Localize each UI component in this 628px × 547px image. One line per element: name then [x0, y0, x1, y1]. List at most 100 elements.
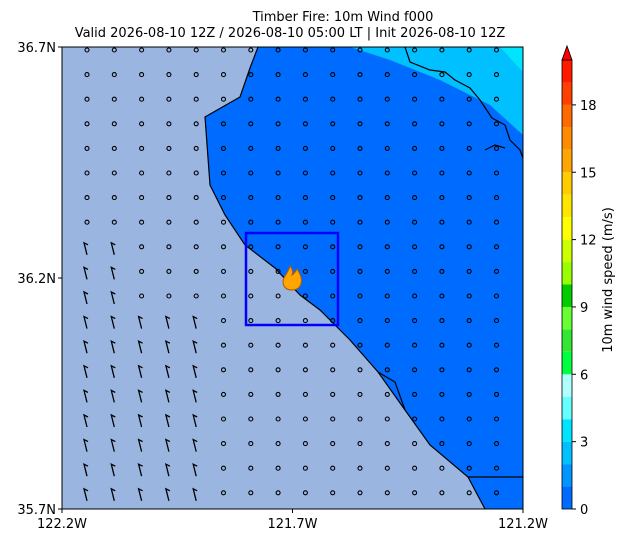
calm-marker: [275, 72, 281, 78]
calm-marker: [384, 195, 390, 201]
calm-marker: [84, 195, 90, 201]
chart-subtitle: Valid 2026-08-10 12Z / 2026-08-10 05:00 …: [75, 26, 506, 41]
calm-marker: [248, 96, 254, 102]
calm-marker: [493, 490, 500, 496]
calm-marker: [139, 219, 145, 225]
calm-marker: [357, 416, 363, 422]
calm-marker: [493, 145, 500, 151]
calm-marker: [412, 72, 418, 78]
calm-marker: [412, 490, 418, 496]
calm-marker: [493, 96, 500, 102]
calm-marker: [412, 318, 418, 324]
colorbar-band: [562, 464, 572, 487]
calm-marker: [357, 96, 363, 102]
calm-marker: [439, 318, 445, 324]
colorbar-tick-label: 15: [580, 166, 597, 181]
calm-marker: [302, 244, 308, 250]
calm-marker: [139, 72, 145, 78]
calm-marker: [248, 121, 254, 127]
calm-marker: [493, 219, 500, 225]
colorbar-frame: [561, 59, 573, 510]
calm-marker: [466, 293, 472, 299]
calm-marker: [193, 195, 199, 201]
calm-marker: [193, 72, 199, 78]
wind-barb: [83, 241, 89, 255]
calm-marker: [439, 47, 445, 53]
calm-marker: [302, 170, 308, 176]
colorbar-tick-label: 9: [580, 301, 588, 316]
calm-marker: [166, 72, 172, 78]
calm-marker: [466, 268, 472, 274]
calm-marker: [439, 219, 445, 225]
wind-barb: [137, 364, 143, 378]
fire-area: [244, 231, 340, 327]
calm-marker: [111, 195, 117, 201]
calm-marker: [302, 391, 308, 397]
calm-marker: [384, 293, 390, 299]
calm-marker: [275, 244, 281, 250]
wind-barb: [192, 438, 198, 452]
calm-marker: [384, 145, 390, 151]
wind-barb: [137, 315, 143, 329]
calm-marker: [439, 145, 445, 151]
wind-barb: [110, 339, 116, 354]
calm-marker: [330, 490, 336, 496]
calm-marker: [357, 195, 363, 201]
calm-marker: [330, 391, 336, 397]
x-tick-label: 121.7W: [267, 517, 317, 532]
calm-marker: [248, 367, 254, 373]
calm-marker: [357, 293, 363, 299]
calm-marker: [302, 145, 308, 151]
calm-marker: [412, 47, 418, 53]
calm-marker: [193, 170, 199, 176]
colorbar-band: [562, 194, 572, 218]
calm-marker: [330, 268, 336, 274]
calm-marker: [384, 391, 390, 397]
calm-marker: [220, 342, 227, 348]
calm-marker: [439, 342, 445, 348]
colorbar-band: [562, 351, 572, 375]
colorbar-band: [562, 374, 572, 397]
calm-marker: [220, 318, 227, 324]
calm-marker: [111, 219, 117, 225]
x-tick-label: 121.2W: [498, 517, 548, 532]
calm-marker: [220, 170, 227, 176]
calm-marker: [466, 490, 472, 496]
calm-marker: [193, 219, 199, 225]
calm-marker: [412, 441, 418, 447]
calm-marker: [493, 121, 500, 127]
wind-barb: [192, 462, 198, 477]
calm-marker: [466, 244, 472, 250]
calm-marker: [302, 490, 308, 496]
calm-marker: [330, 416, 336, 422]
wind-barb: [164, 315, 171, 329]
calm-marker: [248, 268, 254, 274]
calm-marker: [139, 244, 145, 250]
wind-barb: [164, 389, 171, 403]
calm-marker: [248, 318, 254, 324]
calm-marker: [357, 268, 363, 274]
calm-marker: [302, 416, 308, 422]
wind-barb: [164, 487, 171, 501]
calm-marker: [357, 72, 363, 78]
calm-marker: [439, 416, 445, 422]
calm-marker: [412, 293, 418, 299]
calm-marker: [275, 416, 281, 422]
x-tick-label: 122.2W: [37, 517, 87, 532]
calm-marker: [439, 391, 445, 397]
calm-marker: [412, 170, 418, 176]
calm-marker: [302, 367, 308, 373]
calm-marker: [357, 145, 363, 151]
map: [61, 46, 524, 510]
calm-marker: [248, 391, 254, 397]
calm-marker: [412, 96, 418, 102]
fire-icon: [282, 264, 302, 291]
wind-barb: [83, 339, 89, 354]
calm-marker: [275, 490, 281, 496]
calm-marker: [330, 342, 336, 348]
wind-barb: [137, 339, 143, 354]
wind-barb: [164, 364, 171, 378]
calm-marker: [193, 293, 199, 299]
calm-marker: [248, 416, 254, 422]
calm-marker: [139, 293, 145, 299]
